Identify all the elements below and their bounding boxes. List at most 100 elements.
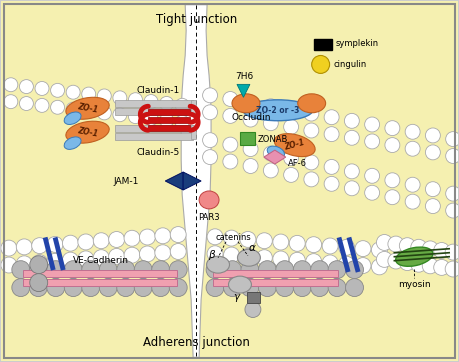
Circle shape bbox=[29, 261, 47, 279]
Polygon shape bbox=[264, 150, 286, 164]
Ellipse shape bbox=[66, 97, 109, 119]
Polygon shape bbox=[183, 172, 201, 190]
Bar bbox=[313, 38, 331, 50]
Circle shape bbox=[263, 146, 278, 161]
Circle shape bbox=[304, 155, 319, 170]
Circle shape bbox=[99, 279, 117, 296]
Text: Occludin: Occludin bbox=[232, 113, 271, 122]
Circle shape bbox=[223, 92, 238, 106]
Circle shape bbox=[324, 127, 339, 142]
Circle shape bbox=[155, 228, 171, 244]
Ellipse shape bbox=[232, 94, 260, 113]
Circle shape bbox=[224, 230, 240, 246]
Circle shape bbox=[258, 261, 276, 279]
Circle shape bbox=[30, 256, 48, 274]
Circle shape bbox=[47, 253, 63, 269]
Circle shape bbox=[293, 261, 311, 279]
Circle shape bbox=[50, 83, 65, 97]
Circle shape bbox=[263, 163, 278, 178]
Circle shape bbox=[273, 251, 289, 267]
Circle shape bbox=[405, 141, 420, 156]
Text: Claudin-5: Claudin-5 bbox=[137, 148, 180, 157]
Circle shape bbox=[446, 203, 459, 218]
Circle shape bbox=[304, 172, 319, 187]
Circle shape bbox=[4, 78, 18, 92]
Circle shape bbox=[224, 261, 241, 279]
Text: ZO-2 or -3: ZO-2 or -3 bbox=[256, 106, 300, 115]
Text: ZONAB: ZONAB bbox=[258, 135, 288, 144]
Circle shape bbox=[202, 150, 218, 165]
Circle shape bbox=[328, 261, 346, 279]
Circle shape bbox=[152, 261, 170, 279]
Circle shape bbox=[376, 235, 392, 251]
Text: Adherens junction: Adherens junction bbox=[143, 336, 250, 349]
Circle shape bbox=[170, 244, 186, 260]
Circle shape bbox=[385, 173, 400, 188]
Circle shape bbox=[169, 261, 187, 279]
Text: $\alpha$: $\alpha$ bbox=[247, 243, 256, 253]
Ellipse shape bbox=[298, 94, 325, 113]
Circle shape bbox=[355, 241, 371, 257]
Text: ZO-1: ZO-1 bbox=[77, 126, 98, 138]
Circle shape bbox=[245, 302, 261, 317]
Circle shape bbox=[78, 251, 94, 267]
Circle shape bbox=[273, 234, 289, 250]
Text: ZO-1: ZO-1 bbox=[284, 138, 306, 152]
Circle shape bbox=[152, 279, 170, 296]
Circle shape bbox=[324, 159, 339, 174]
Circle shape bbox=[207, 229, 223, 245]
Bar bbox=[191, 100, 196, 114]
Circle shape bbox=[240, 248, 256, 264]
Circle shape bbox=[304, 106, 319, 121]
Circle shape bbox=[425, 145, 440, 160]
Bar bbox=[247, 291, 260, 303]
Circle shape bbox=[306, 254, 322, 270]
Circle shape bbox=[322, 255, 338, 271]
Circle shape bbox=[399, 254, 415, 270]
Circle shape bbox=[306, 237, 322, 253]
Circle shape bbox=[144, 94, 158, 109]
Circle shape bbox=[385, 121, 400, 136]
Circle shape bbox=[446, 132, 459, 147]
Ellipse shape bbox=[396, 247, 433, 266]
Ellipse shape bbox=[207, 256, 230, 273]
Bar bbox=[240, 132, 255, 145]
Circle shape bbox=[276, 279, 294, 296]
Circle shape bbox=[371, 242, 387, 258]
Polygon shape bbox=[181, 5, 211, 357]
Circle shape bbox=[405, 177, 420, 192]
Circle shape bbox=[344, 130, 359, 145]
Circle shape bbox=[160, 96, 174, 110]
Text: myosin: myosin bbox=[398, 279, 431, 289]
Circle shape bbox=[78, 234, 94, 250]
Text: PAR3: PAR3 bbox=[198, 213, 220, 222]
Circle shape bbox=[243, 112, 258, 127]
Circle shape bbox=[32, 238, 48, 254]
Bar bbox=[116, 108, 193, 115]
Bar bbox=[23, 279, 177, 286]
Ellipse shape bbox=[64, 137, 81, 150]
Circle shape bbox=[276, 261, 294, 279]
Ellipse shape bbox=[64, 112, 81, 125]
Circle shape bbox=[170, 227, 186, 243]
Circle shape bbox=[113, 108, 127, 122]
Text: symplekin: symplekin bbox=[336, 39, 379, 48]
Circle shape bbox=[140, 229, 156, 245]
Circle shape bbox=[160, 113, 174, 127]
Text: AF-6: AF-6 bbox=[288, 159, 307, 168]
Text: Tight junction: Tight junction bbox=[156, 13, 237, 26]
Circle shape bbox=[425, 182, 440, 197]
Circle shape bbox=[144, 111, 158, 126]
Circle shape bbox=[445, 244, 459, 260]
Circle shape bbox=[64, 261, 82, 279]
Circle shape bbox=[328, 279, 346, 296]
Ellipse shape bbox=[229, 276, 252, 293]
Text: JAM-1: JAM-1 bbox=[113, 177, 138, 185]
Circle shape bbox=[258, 279, 276, 296]
Circle shape bbox=[12, 279, 30, 296]
Circle shape bbox=[99, 261, 117, 279]
Circle shape bbox=[434, 243, 450, 258]
Ellipse shape bbox=[199, 191, 219, 209]
Circle shape bbox=[175, 115, 189, 129]
Circle shape bbox=[243, 142, 258, 156]
